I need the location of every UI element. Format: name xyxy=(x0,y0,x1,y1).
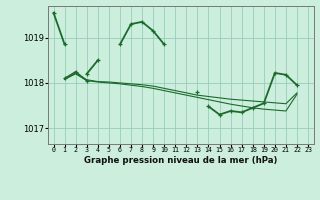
X-axis label: Graphe pression niveau de la mer (hPa): Graphe pression niveau de la mer (hPa) xyxy=(84,156,277,165)
